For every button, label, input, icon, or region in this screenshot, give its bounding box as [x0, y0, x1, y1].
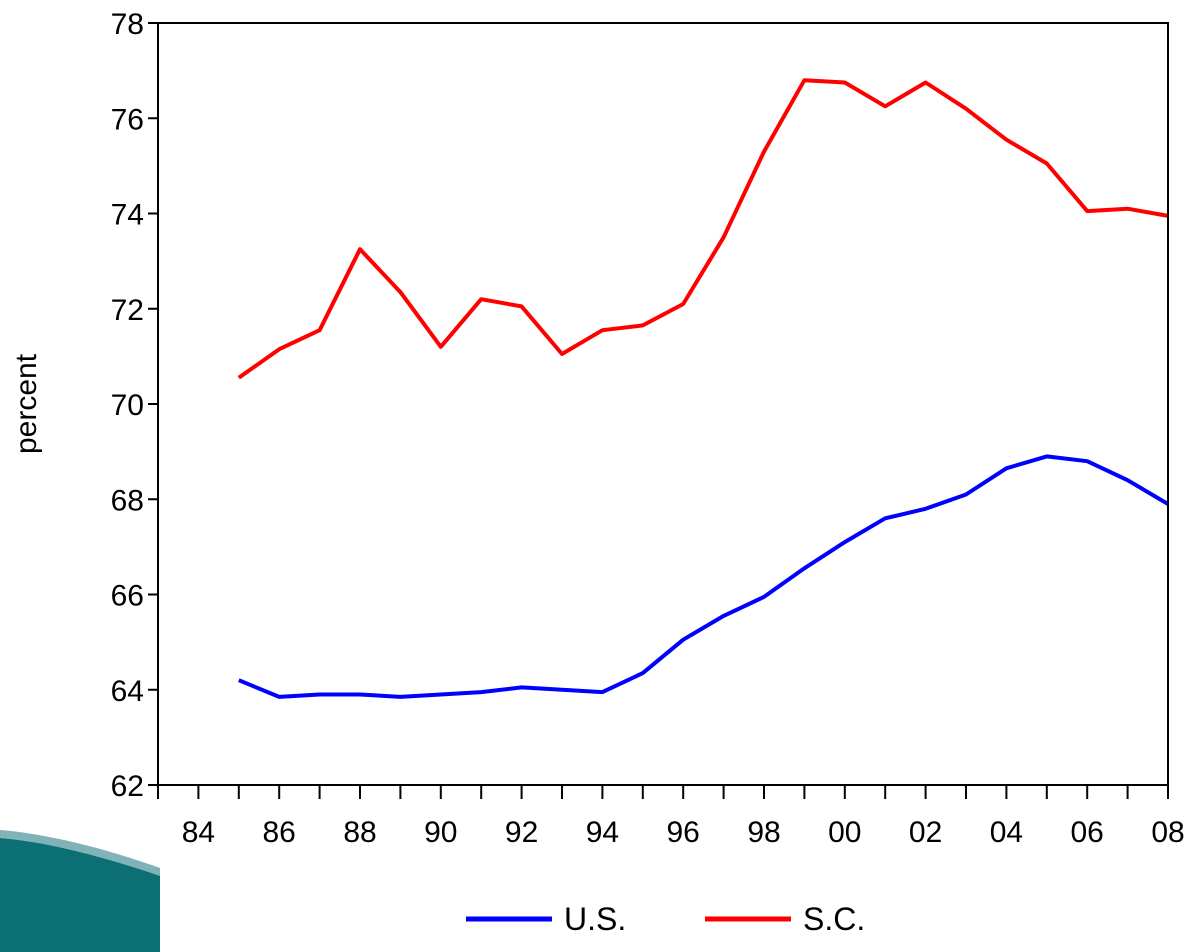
- y-tick-label: 70: [111, 389, 144, 422]
- x-tick-label: 88: [343, 816, 376, 849]
- x-tick-label: 90: [424, 816, 457, 849]
- y-tick-label: 64: [111, 675, 144, 708]
- x-axis: 84 86 88 90 92 94 96 98 00 02 04 06 08: [157, 785, 1185, 849]
- x-tick-label: 00: [828, 816, 861, 849]
- swoosh-shape: [0, 838, 160, 952]
- y-tick-label: 78: [111, 8, 144, 41]
- series-line-us: [238, 454, 1170, 699]
- plot-frame: [157, 22, 1169, 786]
- y-axis-title: percent: [10, 353, 43, 454]
- series-layer: [237, 78, 1170, 699]
- corner-swoosh-decoration: [0, 830, 160, 952]
- y-tick-label: 74: [111, 199, 144, 232]
- x-tick-label: 84: [182, 816, 215, 849]
- x-tick-label: 86: [263, 816, 296, 849]
- y-tick-label: 66: [111, 580, 144, 613]
- y-tick-label: 72: [111, 294, 144, 327]
- legend-label: S.C.: [803, 901, 865, 937]
- y-tick-label: 62: [111, 770, 144, 803]
- x-tick-label: 94: [586, 816, 619, 849]
- x-tick-label: 98: [747, 816, 780, 849]
- x-tick-label: 08: [1151, 816, 1184, 849]
- y-axis: 62 64 66 68 70 72 74 76 78: [111, 8, 158, 803]
- x-tick-label: 92: [505, 816, 538, 849]
- x-tick-label: 04: [990, 816, 1023, 849]
- y-tick-label: 76: [111, 103, 144, 136]
- y-tick-label: 68: [111, 484, 144, 517]
- legend-label: U.S.: [564, 901, 626, 937]
- series-line-sc: [237, 78, 1169, 380]
- x-tick-label: 96: [667, 816, 700, 849]
- legend: U.S. S.C.: [466, 901, 865, 937]
- x-tick-label: 06: [1071, 816, 1104, 849]
- x-tick-label: 02: [909, 816, 942, 849]
- swoosh-highlight: [0, 830, 160, 876]
